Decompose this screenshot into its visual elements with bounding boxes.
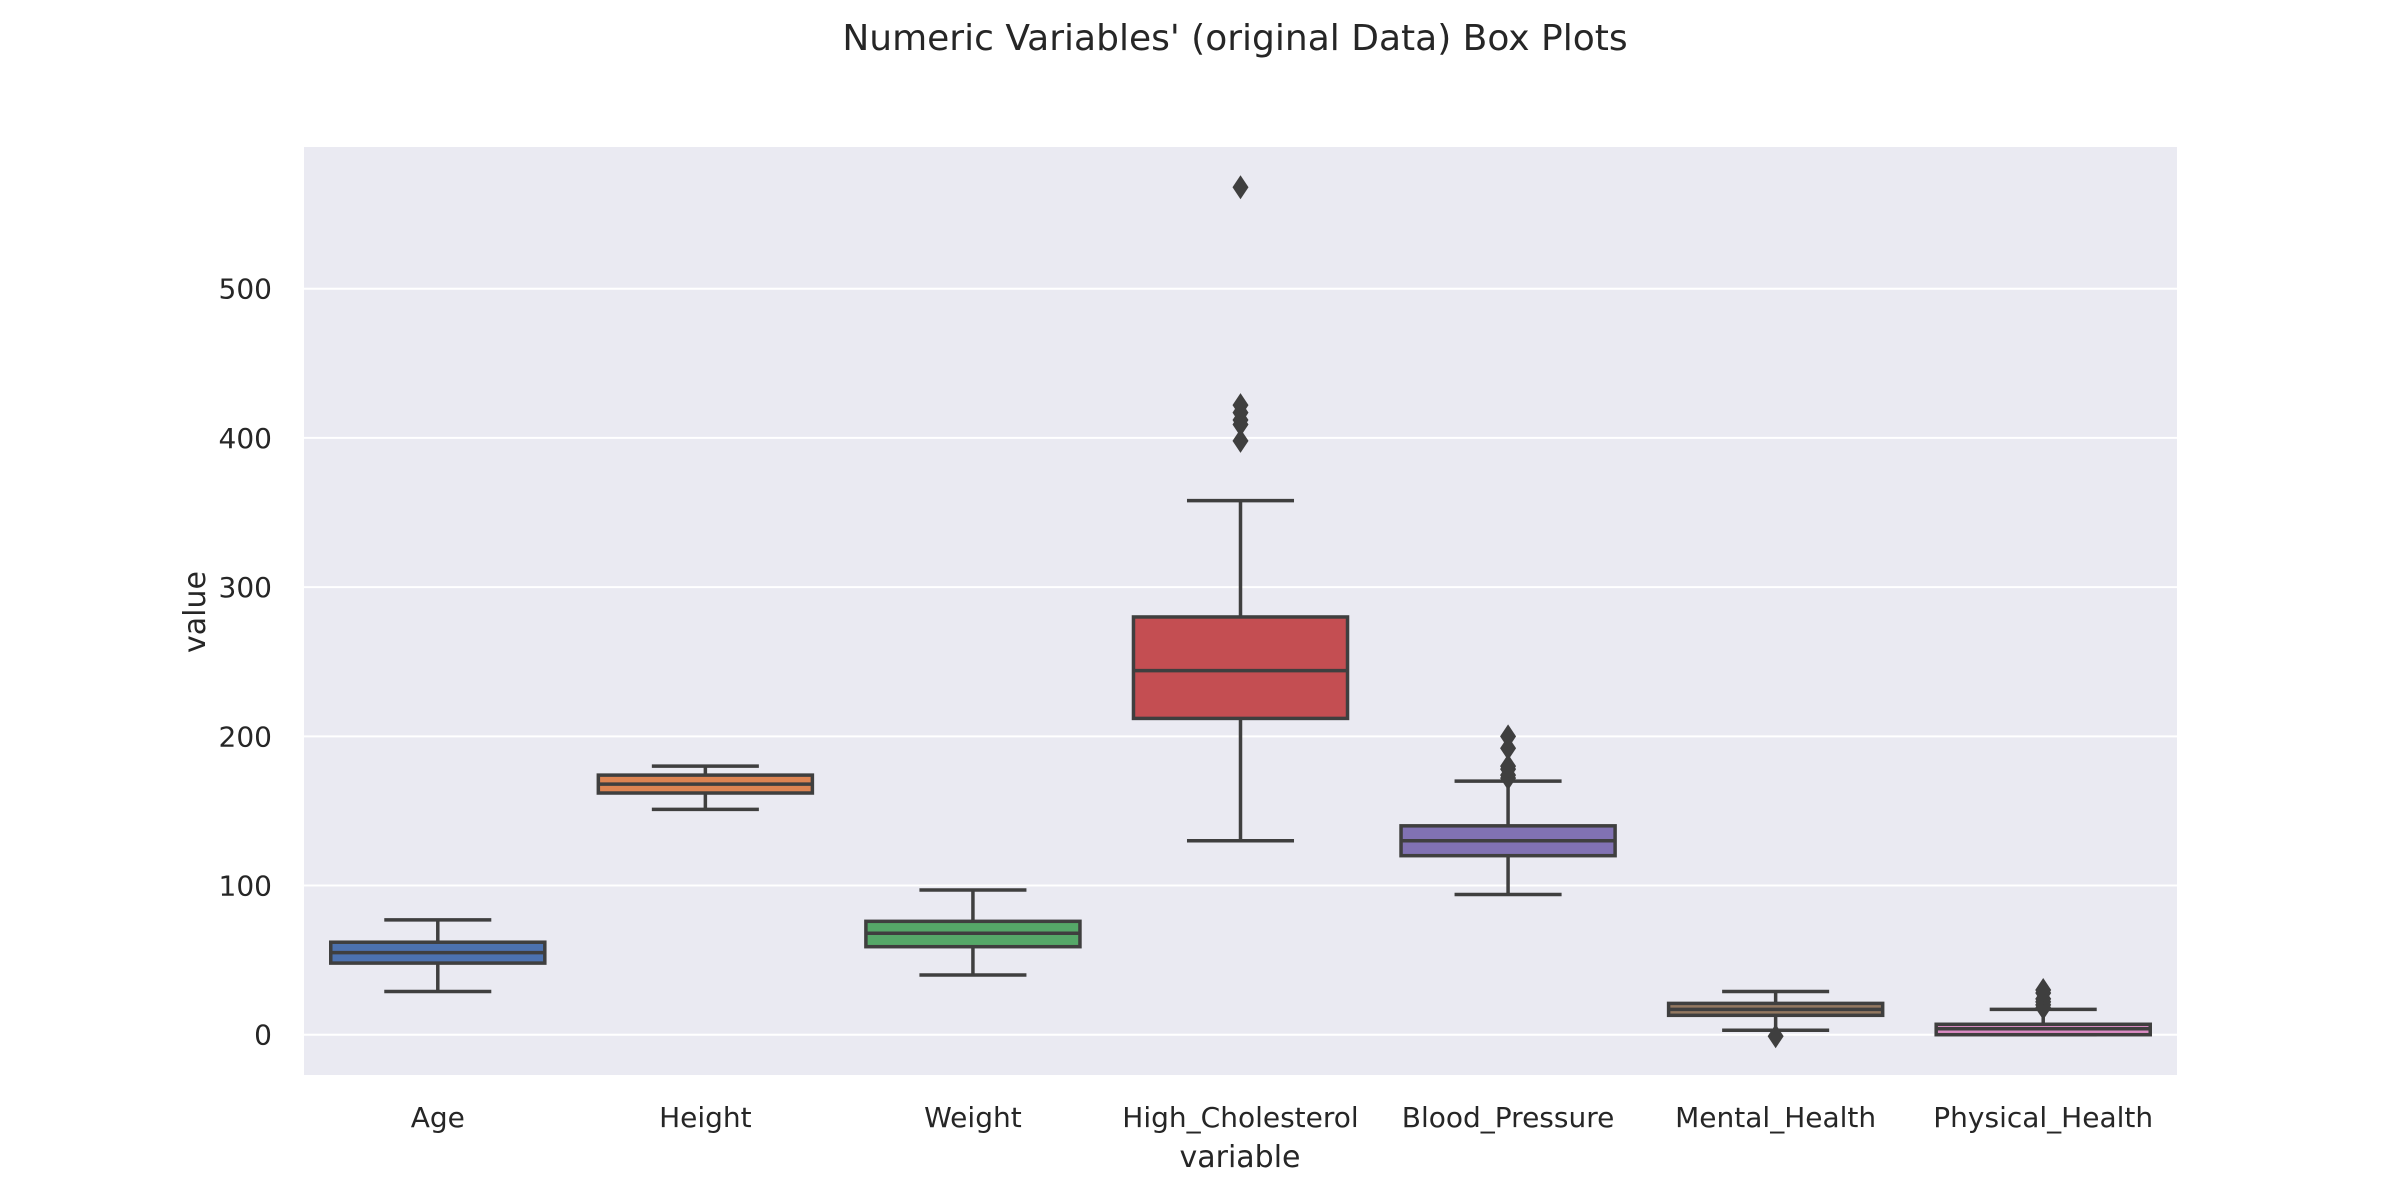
box-blood-pressure — [1399, 724, 1617, 897]
box-height — [596, 764, 815, 812]
box-physical-health — [1934, 977, 2152, 1037]
outlier-point — [1232, 175, 1249, 200]
chart-title: Numeric Variables' (original Data) Box P… — [842, 18, 1627, 59]
x-tick-label: Age — [411, 1101, 465, 1134]
box-age — [329, 918, 547, 994]
outlier-point — [1232, 393, 1249, 418]
outlier-point — [2035, 977, 2052, 1002]
y-tick-label: 400 — [219, 422, 272, 455]
x-tick-label: Physical_Health — [1933, 1101, 2153, 1134]
box-body — [1131, 615, 1350, 721]
y-tick-label: 300 — [219, 571, 272, 604]
y-tick-label: 500 — [219, 273, 272, 306]
box-weight — [864, 888, 1082, 977]
x-tick-label: Blood_Pressure — [1402, 1101, 1615, 1134]
x-tick-label: Mental_Health — [1675, 1101, 1876, 1134]
x-axis-ticks: Age Height Weight High_Cholesterol Blood_Pre… — [411, 1101, 2153, 1134]
box-mental-health — [1666, 989, 1885, 1049]
x-tick-label: Weight — [924, 1101, 1022, 1134]
outlier-point — [1232, 428, 1249, 453]
y-tick-label: 100 — [219, 870, 272, 903]
boxes — [329, 175, 2152, 1049]
box-high-cholesterol — [1131, 175, 1350, 843]
y-axis-ticks: 0 100 200 300 400 500 — [219, 273, 272, 1052]
outlier-point — [1500, 754, 1517, 779]
x-tick-label: Height — [659, 1101, 752, 1134]
x-axis-label: variable — [1179, 1140, 1300, 1175]
y-tick-label: 200 — [219, 720, 272, 753]
x-tick-label: High_Cholesterol — [1122, 1101, 1358, 1134]
y-axis-label: value — [178, 571, 213, 653]
y-tick-label: 0 — [254, 1019, 272, 1052]
outlier-point — [1500, 724, 1517, 749]
outlier-point — [1767, 1024, 1784, 1049]
